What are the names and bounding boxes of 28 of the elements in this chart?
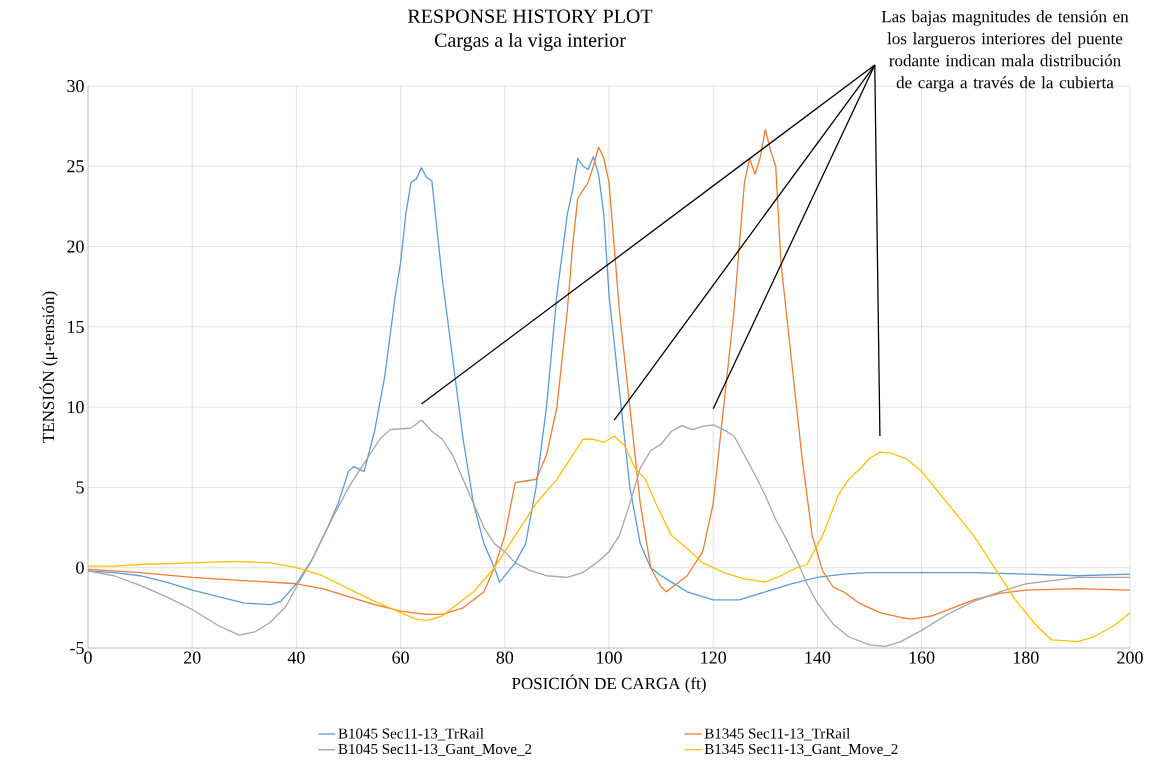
x-tick-label: 100 [597,651,622,664]
chart-title: RESPONSE HISTORY PLOT [407,9,653,23]
y-tick-label: 15 [68,320,84,333]
x-tick-label: 180 [1013,651,1039,664]
y-tick-label: -5 [70,642,84,654]
x-tick-label: 200 [1117,651,1143,664]
y-tick-label: 30 [67,79,84,93]
x-tick-label: 0 [84,651,92,664]
legend-label: B1345 Sec11-13_Gant_Move_2 [704,743,898,756]
legend-label: B1045 Sec11-13_TrRail [338,728,484,741]
x-tick-label: 60 [392,651,409,664]
chart-subtitle: Cargas a la viga interior [434,32,626,52]
y-tick-label: 5 [76,481,84,494]
y-tick-label: 0 [76,561,84,574]
annotation: Las bajas magnitudes de tensión en los largueros interiores del puente rodante indican mala distribución de carga a través de la cubierta [881,10,1129,92]
legend-label: B1345 Sec11-13_TrRail [704,728,850,741]
x-tick-label: 20 [184,651,201,664]
y-tick-label: 25 [67,160,84,173]
x-axis-title: POSICIÓN DE CARGA (ft) [511,674,706,693]
y-axis-title: TENSIÓN (μ-tensión) [39,291,58,443]
x-tick-label: 160 [909,651,935,664]
x-tick-label: 80 [496,651,514,664]
x-tick-label: 120 [701,651,727,664]
y-tick-label: 20 [67,240,84,253]
x-tick-label: 40 [287,651,305,664]
x-tick-label: 140 [805,651,831,664]
legend-label: B1045 Sec11-13_Gant_Move_2 [338,743,532,756]
y-tick-label: 10 [68,401,84,414]
